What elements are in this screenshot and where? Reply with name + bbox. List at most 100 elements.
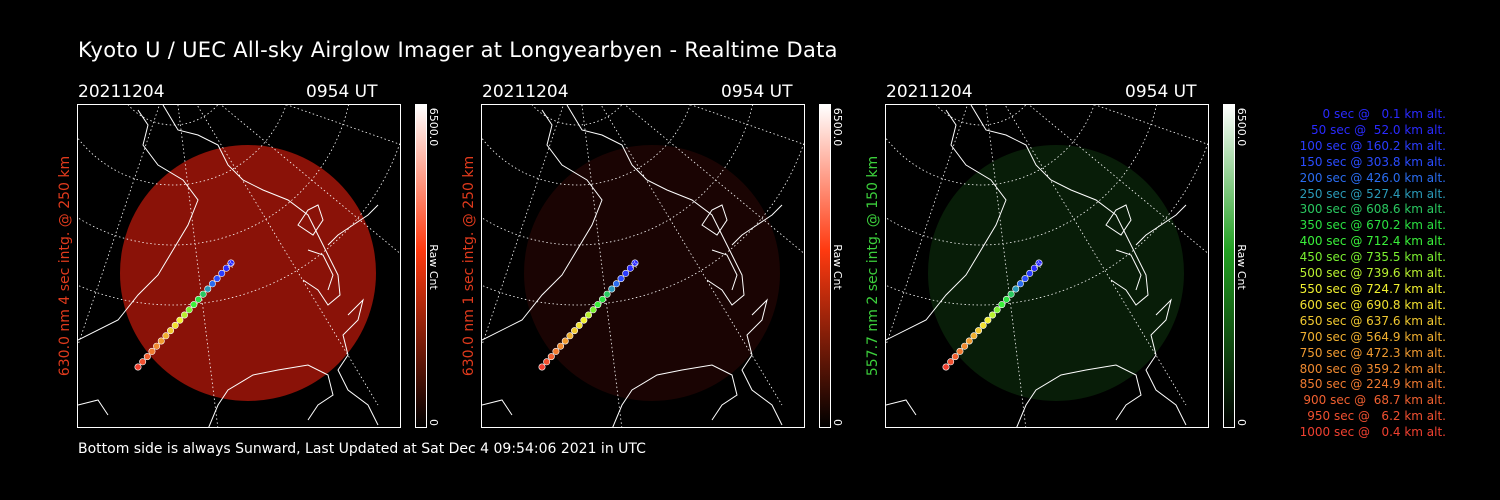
legend-row: 1000 sec @ 0.4 km alt.	[1299, 425, 1446, 440]
trajectory-point	[575, 321, 583, 329]
trajectory-point	[626, 264, 634, 272]
all-sky-map: ☆	[886, 105, 1208, 427]
trajectory-point	[998, 301, 1006, 309]
coastline	[297, 204, 324, 236]
coastline	[337, 298, 379, 426]
coastline	[1016, 364, 1142, 427]
trajectory-point	[598, 295, 606, 303]
trajectory-point	[979, 321, 987, 329]
longitude-line	[177, 105, 219, 427]
legend-row: 150 sec @ 303.8 km alt.	[1299, 154, 1446, 169]
latitude-circle	[78, 141, 400, 306]
panel-3-date: 20211204	[886, 82, 973, 102]
trajectory-point	[956, 347, 964, 355]
coastline	[162, 105, 341, 306]
trajectory-point	[612, 280, 620, 288]
coastline	[711, 249, 738, 291]
coastline	[327, 204, 379, 246]
coastline	[886, 399, 917, 416]
coastline	[701, 204, 728, 236]
latitude-circle	[482, 141, 804, 306]
longitude-line	[1094, 105, 1208, 145]
coastline	[612, 364, 738, 427]
panel-1-colorbar-unit: Raw Cnt	[427, 244, 440, 290]
legend-row: 500 sec @ 739.6 km alt.	[1299, 266, 1446, 281]
latitude-circle	[886, 141, 1208, 306]
trajectory-point	[1035, 259, 1043, 267]
trajectory-point	[547, 353, 555, 361]
panel-1-date: 20211204	[78, 82, 165, 102]
airglow-disc	[120, 145, 376, 401]
coastline	[1105, 204, 1132, 236]
trajectory-point	[947, 358, 955, 366]
trajectory-point	[162, 332, 170, 340]
coastline	[886, 109, 1007, 341]
trajectory-point	[608, 285, 616, 293]
trajectory-point	[222, 264, 230, 272]
panel-2-image[interactable]: ☆	[481, 104, 805, 428]
longitude-line	[886, 105, 968, 346]
latitude-circle	[78, 105, 287, 186]
legend-row: 750 sec @ 472.3 km alt.	[1299, 345, 1446, 360]
trajectory-point	[167, 327, 175, 335]
longitude-line	[286, 105, 400, 145]
trajectory-point	[543, 358, 551, 366]
legend-row: 700 sec @ 564.9 km alt.	[1299, 329, 1446, 344]
trajectory-point	[993, 306, 1001, 314]
station-marker-icon: ☆	[226, 260, 235, 271]
trajectory-point	[181, 311, 189, 319]
legend-row: 850 sec @ 224.9 km alt.	[1299, 377, 1446, 392]
all-sky-map: ☆	[78, 105, 400, 427]
trajectory-point	[194, 295, 202, 303]
trajectory-point	[585, 311, 593, 319]
trajectory-point	[571, 327, 579, 335]
footer-status: Bottom side is always Sunward, Last Upda…	[78, 441, 646, 457]
trajectory-point	[1026, 269, 1034, 277]
trajectory-point	[1016, 280, 1024, 288]
trajectory-point	[176, 316, 184, 324]
coastline	[1145, 298, 1187, 426]
panel-1-side-label: 630.0 nm 4 sec intg. @ 250 km	[57, 155, 73, 377]
legend-row: 300 sec @ 608.6 km alt.	[1299, 202, 1446, 217]
longitude-line	[78, 105, 160, 346]
panel-2-colorbar-min: 0	[831, 419, 844, 426]
coastline	[78, 399, 109, 416]
station-marker-icon: ☆	[1034, 260, 1043, 271]
trajectory-point	[1012, 285, 1020, 293]
trajectory-point	[975, 327, 983, 335]
latitude-circle	[886, 105, 1095, 186]
legend-row: 350 sec @ 670.2 km alt.	[1299, 218, 1446, 233]
longitude-line	[985, 105, 1027, 427]
panel-2-colorbar	[819, 104, 831, 428]
trajectory-point	[961, 342, 969, 350]
trajectory-point	[218, 269, 226, 277]
longitude-line	[581, 105, 623, 427]
legend-row: 250 sec @ 527.4 km alt.	[1299, 186, 1446, 201]
trajectory-point	[134, 363, 142, 371]
trajectory-point	[942, 363, 950, 371]
coastline	[307, 249, 334, 291]
legend-row: 100 sec @ 160.2 km alt.	[1299, 138, 1446, 153]
panel-3-image[interactable]: ☆	[885, 104, 1209, 428]
trajectory-point	[143, 353, 151, 361]
all-sky-map: ☆	[482, 105, 804, 427]
legend-row: 800 sec @ 359.2 km alt.	[1299, 361, 1446, 376]
trajectory-point	[213, 275, 221, 283]
panel-3-colorbar-unit: Raw Cnt	[1235, 244, 1248, 290]
trajectory-point	[171, 321, 179, 329]
trajectory-point	[538, 363, 546, 371]
trajectory-point	[190, 301, 198, 309]
panel-2-date: 20211204	[482, 82, 569, 102]
trajectory-point	[617, 275, 625, 283]
legend-row: 450 sec @ 735.5 km alt.	[1299, 250, 1446, 265]
legend-row: 900 sec @ 68.7 km alt.	[1303, 393, 1446, 408]
panel-3-colorbar-min: 0	[1235, 419, 1248, 426]
longitude-line	[624, 105, 804, 254]
trajectory-point	[557, 342, 565, 350]
trajectory-point	[951, 353, 959, 361]
trajectory-point	[594, 301, 602, 309]
legend-row: 400 sec @ 712.4 km alt.	[1299, 234, 1446, 249]
panel-1-image[interactable]: ☆	[77, 104, 401, 428]
trajectory-point	[208, 280, 216, 288]
trajectory-point	[566, 332, 574, 340]
